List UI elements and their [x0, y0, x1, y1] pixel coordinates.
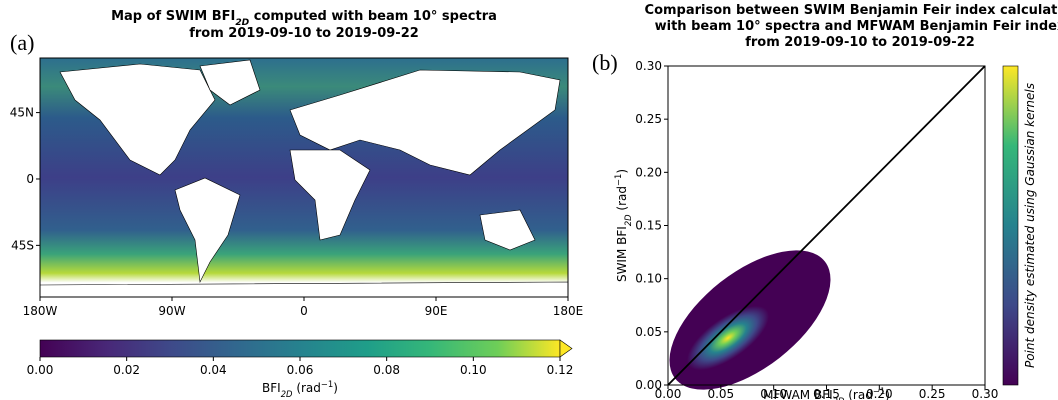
- label-part: 2D: [281, 389, 293, 399]
- y-tick-label: 0: [26, 172, 34, 186]
- colorbar-label: BFI2D (rad−1): [262, 379, 338, 399]
- x-tick-label: 0: [300, 304, 308, 318]
- colorbar-tick-label: 0.06: [287, 363, 314, 377]
- identity-line: [667, 65, 986, 386]
- x-tick-label: 180W: [23, 304, 58, 318]
- label-part: (rad: [615, 186, 629, 214]
- colorbar-tick-label: 0.10: [460, 363, 487, 377]
- label-part: (rad: [293, 381, 321, 395]
- x-tick-label: 0.10: [760, 387, 787, 400]
- label-part: Map of SWIM BFI: [111, 9, 235, 24]
- colorbar-tick-label: 0.08: [373, 363, 400, 377]
- map-field: [39, 58, 569, 298]
- label-part: ): [615, 169, 629, 174]
- continents: [39, 59, 569, 298]
- x-tick-label: 90W: [158, 304, 185, 318]
- x-tick-label: 90E: [425, 304, 448, 318]
- colorbar-tick-label: 0.02: [113, 363, 140, 377]
- label-part: ): [885, 388, 890, 400]
- label-part: BFI: [262, 381, 281, 395]
- colorbar-label: Point density estimated using Gaussian k…: [1023, 83, 1037, 368]
- label-part: 2D: [833, 396, 845, 400]
- x-tick-label: 0.15: [813, 387, 840, 400]
- colorbar-extend: [559, 339, 573, 358]
- label-part: 2D: [623, 214, 633, 226]
- chart-title: with beam 10° spectra and MFWAM Benjamin…: [655, 19, 1058, 34]
- y-tick-label: 45S: [11, 238, 34, 252]
- x-tick-label: 0.20: [866, 387, 893, 400]
- x-tick-label: 0.05: [707, 387, 734, 400]
- label-part: (rad: [844, 388, 872, 400]
- label-part: −1: [873, 386, 885, 396]
- colorbar-tick-label: 0.12: [547, 363, 574, 377]
- label-part: −1: [613, 174, 623, 186]
- label-part: 2D: [235, 18, 249, 28]
- label-part: SWIM BFI: [615, 226, 629, 282]
- colorbar-tick-label: 0.04: [200, 363, 227, 377]
- label-part: MFWAM BFI: [763, 388, 833, 400]
- y-axis-label: SWIM BFI2D (rad−1): [613, 169, 633, 282]
- x-tick-label: 0.30: [972, 387, 999, 400]
- x-tick-label: 180E: [553, 304, 584, 318]
- density-cloud: [669, 250, 831, 390]
- y-tick-label: 0.00: [635, 378, 662, 392]
- chart-title: from 2019-09-10 to 2019-09-22: [745, 35, 975, 50]
- y-tick-label: 0.30: [635, 59, 662, 73]
- label-part: −1: [321, 379, 333, 389]
- australia: [479, 209, 536, 251]
- panel-label: (b): [592, 50, 618, 75]
- chart-title: Comparison between SWIM Benjamin Feir in…: [645, 3, 1058, 18]
- chart-title: Map of SWIM BFI2D computed with beam 10°…: [111, 9, 497, 28]
- north-america: [59, 63, 216, 176]
- panel-label: (a): [10, 30, 34, 55]
- y-tick-label: 0.25: [635, 112, 662, 126]
- density-core: [687, 305, 769, 371]
- y-tick-label: 0.10: [635, 272, 662, 286]
- colorbar: [1002, 65, 1019, 386]
- label-part: ): [333, 381, 338, 395]
- y-tick-label: 45N: [10, 106, 34, 120]
- colorbar: [39, 339, 561, 358]
- colorbar-tick-label: 0.00: [27, 363, 54, 377]
- greenland: [199, 59, 261, 106]
- x-axis-label: MFWAM BFI2D (rad−1): [763, 386, 890, 400]
- x-tick-label: 0.00: [655, 387, 682, 400]
- south-america: [174, 177, 241, 284]
- y-tick-label: 0.15: [635, 219, 662, 233]
- label-part: computed with beam 10° spectra: [249, 9, 497, 24]
- chart-subtitle: from 2019-09-10 to 2019-09-22: [189, 26, 419, 41]
- eurasia: [289, 69, 561, 176]
- y-tick-label: 0.20: [635, 165, 662, 179]
- x-tick-label: 0.25: [919, 387, 946, 400]
- y-tick-label: 0.05: [635, 325, 662, 339]
- africa: [289, 149, 371, 241]
